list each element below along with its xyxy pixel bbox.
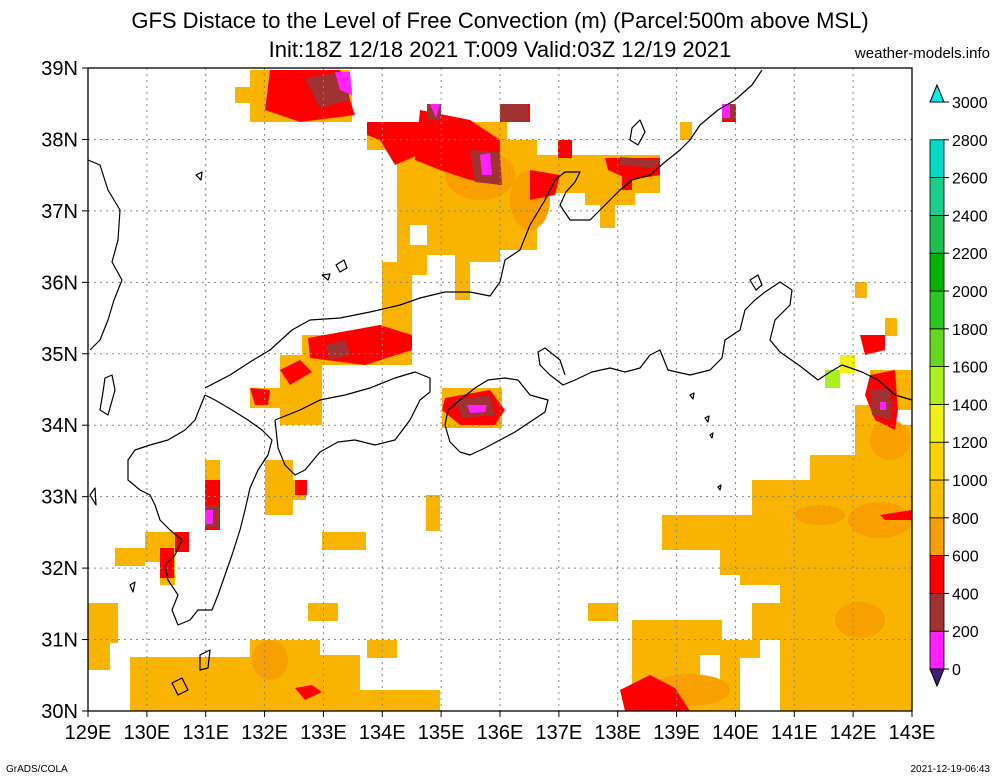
- lfc-high-spots: [825, 355, 855, 388]
- lon-tick-label: 133E: [300, 722, 347, 744]
- colorbar-swatch: [929, 366, 945, 405]
- colorbar-label: 3000: [952, 95, 988, 112]
- colorbar-swatch: [929, 479, 945, 519]
- lat-tick-label: 30N: [41, 701, 78, 723]
- colorbar-label: 600: [952, 549, 979, 566]
- colorbar-swatch: [929, 139, 945, 179]
- colorbar-label: 1800: [952, 322, 988, 339]
- field-gaps: [118, 70, 780, 690]
- colorbar-swatch: [929, 252, 945, 292]
- lon-tick-label: 129E: [65, 722, 112, 744]
- colorbar-label: 2600: [952, 171, 988, 188]
- lat-tick-label: 32N: [41, 558, 78, 580]
- lon-tick-label: 143E: [889, 722, 936, 744]
- lon-tick-label: 137E: [535, 722, 582, 744]
- lat-tick-label: 38N: [41, 129, 78, 151]
- lfc-200m-fill: [205, 72, 886, 524]
- colorbar-top-arrow: [929, 83, 945, 103]
- sado-island: [629, 119, 646, 146]
- izu-islands: [689, 392, 722, 491]
- latitude-axis: 30N 31N 32N 33N 34N 35N 36N 37N 38N 39N: [41, 58, 88, 723]
- lat-tick-label: 34N: [41, 415, 78, 437]
- colorbar-label: 800: [952, 511, 979, 528]
- kyushu-coast: [127, 394, 273, 626]
- colorbar-label: 2000: [952, 284, 988, 301]
- lon-tick-label: 142E: [830, 722, 877, 744]
- footer-software: GrADS/COLA: [6, 764, 68, 775]
- colorbar-label: 2200: [952, 246, 988, 263]
- colorbar-label: 2400: [952, 208, 988, 225]
- lon-tick-label: 136E: [477, 722, 524, 744]
- lfc-400m-fill: [205, 72, 892, 527]
- lon-tick-label: 138E: [594, 722, 641, 744]
- colorbar-label: 1600: [952, 360, 988, 377]
- lat-tick-label: 37N: [41, 201, 78, 223]
- colorbar-swatch: [929, 290, 945, 330]
- lat-tick-label: 35N: [41, 344, 78, 366]
- footer-timestamp: 2021-12-19-06:43: [910, 764, 990, 775]
- colorbar-swatch: [929, 441, 945, 481]
- colorbar-swatch: [929, 630, 945, 670]
- lon-tick-label: 134E: [359, 722, 406, 744]
- tsushima: [99, 374, 116, 416]
- colorbar-label: 2800: [952, 133, 988, 150]
- honshu-coast: [204, 69, 913, 456]
- colorbar-swatch: [929, 555, 945, 594]
- lat-tick-label: 33N: [41, 487, 78, 509]
- colorbar-swatch: [929, 403, 945, 443]
- colorbar-swatch: [929, 177, 945, 216]
- coastlines: [87, 69, 913, 696]
- colorbar-label: 1400: [952, 397, 988, 414]
- field-layer: [88, 70, 912, 711]
- lat-tick-label: 36N: [41, 272, 78, 294]
- colorbar-label: 1200: [952, 435, 988, 452]
- lat-tick-label: 39N: [41, 58, 78, 80]
- colorbar-label: 200: [952, 624, 979, 641]
- colorbar-label: 1000: [952, 473, 988, 490]
- lat-lon-grid: [88, 68, 912, 711]
- chart-title: GFS Distace to the Level of Free Convect…: [131, 8, 869, 33]
- shikoku-coast: [274, 371, 431, 476]
- colorbar: 0 200 400 600 800 1000 1200 1400 1600 1800 2000 220…: [929, 83, 988, 688]
- oki-islands: [321, 259, 348, 281]
- noto-peninsula: [749, 274, 763, 291]
- lon-tick-label: 139E: [653, 722, 700, 744]
- colorbar-swatch: [929, 593, 945, 632]
- lon-tick-label: 140E: [712, 722, 759, 744]
- lat-tick-label: 31N: [41, 630, 78, 652]
- colorbar-bottom-arrow: [929, 668, 945, 688]
- chart-subtitle: Init:18Z 12/18 2021 T:009 Valid:03Z 12/1…: [268, 37, 732, 62]
- islands-south: [89, 171, 211, 696]
- colorbar-swatch: [929, 214, 945, 254]
- lon-tick-label: 130E: [123, 722, 170, 744]
- colorbar-label: 0: [952, 662, 961, 679]
- lon-tick-label: 141E: [771, 722, 818, 744]
- lon-tick-label: 135E: [418, 722, 465, 744]
- lon-tick-label: 131E: [182, 722, 229, 744]
- colorbar-label: 400: [952, 586, 979, 603]
- colorbar-swatch: [929, 328, 945, 367]
- longitude-axis: 129E 130E 131E 132E 133E 134E 135E 136E 137E 138E…: [65, 711, 936, 744]
- korea-coast: [87, 159, 123, 351]
- colorbar-swatch: [929, 517, 945, 556]
- site-credit: weather-models.info: [854, 45, 990, 62]
- lon-tick-label: 132E: [241, 722, 288, 744]
